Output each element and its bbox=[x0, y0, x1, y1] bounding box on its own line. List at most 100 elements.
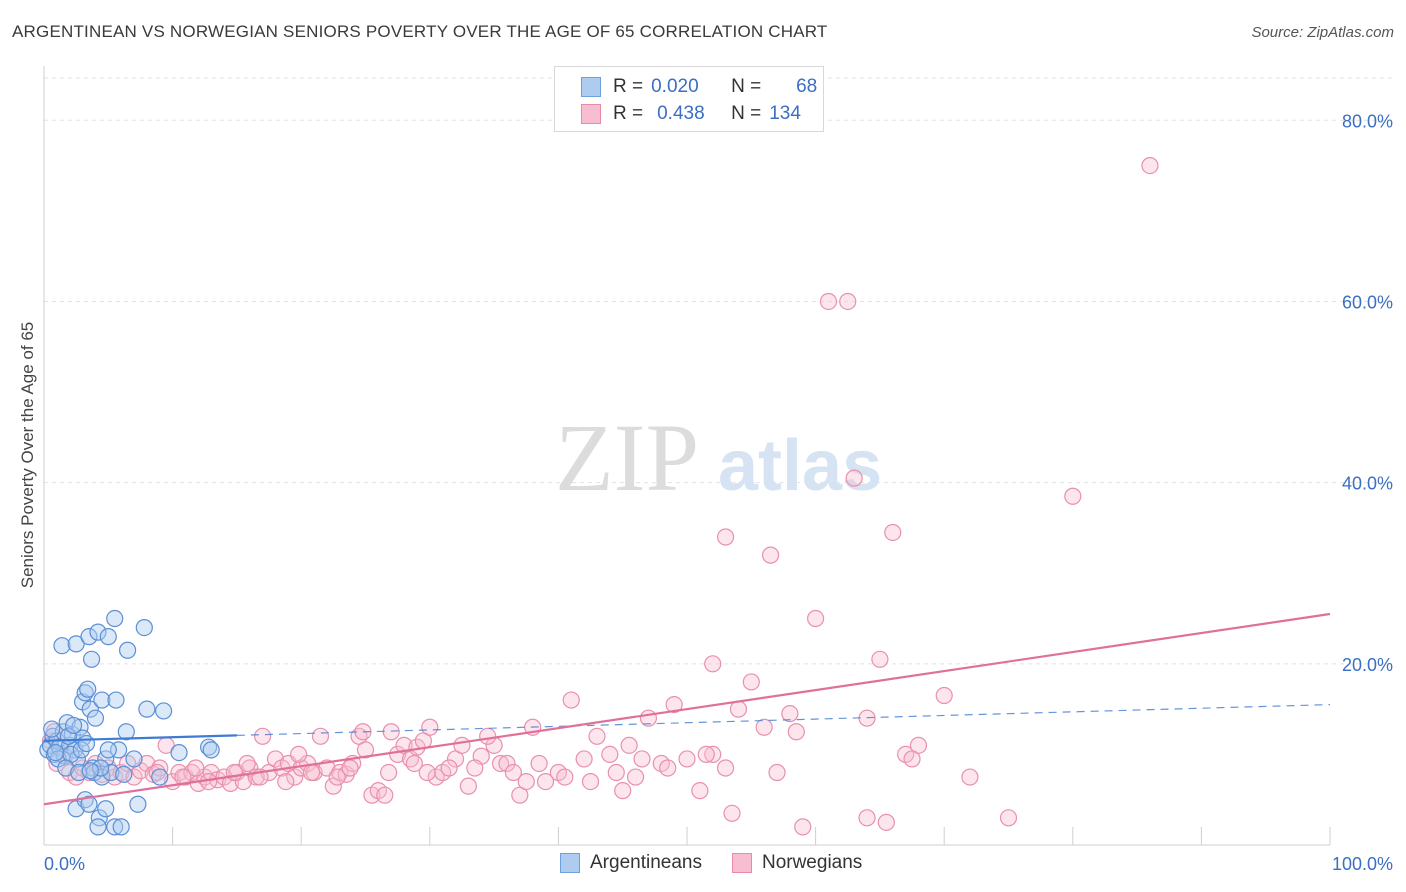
argentineans-point bbox=[64, 716, 83, 735]
legend-n-label: N = bbox=[731, 76, 762, 97]
legend-r-value: 0.020 bbox=[651, 76, 699, 97]
norwegians-point bbox=[1064, 487, 1082, 505]
chart-title: ARGENTINEAN VS NORWEGIAN SENIORS POVERTY… bbox=[12, 22, 828, 41]
legend-row-argentineans: R = 0.020 N = 68 bbox=[581, 75, 817, 99]
argentineans-point bbox=[89, 818, 107, 836]
norwegians-point bbox=[787, 723, 805, 741]
norwegians-point bbox=[704, 655, 722, 673]
norwegians-point bbox=[311, 727, 330, 745]
y-tick-label: 80.0% bbox=[1342, 111, 1393, 131]
norwegians-point bbox=[588, 727, 606, 745]
norwegians-point bbox=[601, 745, 619, 764]
norwegians-point bbox=[290, 745, 308, 764]
argentineans-point bbox=[107, 691, 125, 709]
argentineans-point bbox=[80, 628, 98, 646]
norwegians-point bbox=[491, 754, 510, 773]
norwegians-point bbox=[691, 782, 709, 800]
axes bbox=[43, 66, 1331, 846]
norwegians-point bbox=[459, 777, 477, 795]
norwegians-point bbox=[697, 745, 715, 764]
norwegians-point bbox=[151, 759, 169, 777]
bottom-legend-swatch-norwegians bbox=[731, 853, 752, 873]
norwegians-point bbox=[221, 774, 240, 793]
norwegians-point bbox=[626, 768, 645, 786]
argentineans-point bbox=[115, 765, 133, 783]
norwegians-point bbox=[729, 700, 748, 718]
norwegians-point bbox=[562, 691, 580, 709]
norwegians-point bbox=[755, 718, 773, 736]
argentineans-points bbox=[39, 609, 220, 836]
norwegians-point bbox=[607, 763, 625, 782]
norwegians-point bbox=[806, 609, 825, 628]
grid-lines bbox=[44, 77, 1392, 665]
norwegians-point bbox=[466, 759, 484, 777]
norwegians-point bbox=[328, 768, 346, 786]
argentineans-point bbox=[106, 818, 124, 836]
norwegians-point bbox=[302, 763, 321, 782]
norwegians-point bbox=[356, 741, 375, 759]
norwegians-point bbox=[536, 772, 555, 791]
x-tick-label: 0.0% bbox=[44, 854, 85, 874]
argentineans-point bbox=[77, 734, 96, 753]
norwegians-point bbox=[633, 750, 651, 768]
argentineans-point bbox=[118, 641, 137, 659]
norwegians-point bbox=[742, 673, 760, 691]
norwegians-point bbox=[498, 754, 516, 773]
norwegians-point bbox=[665, 695, 683, 714]
norwegians-point bbox=[768, 763, 786, 782]
norwegians-point bbox=[530, 754, 548, 773]
argentineans-point bbox=[79, 680, 97, 698]
norwegians-point bbox=[935, 686, 953, 705]
bottom-legend-label-argentineans: Argentineans bbox=[590, 852, 702, 873]
norwegians-point bbox=[999, 809, 1018, 827]
legend-r-value: 0.438 bbox=[657, 103, 705, 124]
norwegians-point bbox=[903, 750, 921, 768]
norwegians-point bbox=[479, 727, 497, 745]
norwegians-point bbox=[405, 754, 423, 773]
argentineans-point bbox=[82, 650, 101, 668]
norwegians-point bbox=[504, 763, 522, 782]
norwegians-point bbox=[961, 768, 979, 786]
bottom-legend-swatch-argentineans bbox=[560, 853, 580, 873]
legend-n-value: 134 bbox=[769, 103, 801, 124]
argentineans-point bbox=[67, 800, 85, 818]
norwegians-point bbox=[266, 750, 285, 768]
norwegians-point bbox=[678, 750, 696, 768]
argentineans-point bbox=[138, 700, 156, 718]
argentineans-point bbox=[93, 691, 111, 709]
argentineans-point bbox=[125, 750, 143, 768]
argentineans-point bbox=[71, 718, 89, 736]
argentineans-trend-line bbox=[43, 734, 237, 742]
bottom-legend: Argentineans Norwegians bbox=[560, 852, 862, 874]
norwegians-point bbox=[716, 528, 735, 546]
argentineans-point bbox=[89, 623, 107, 641]
norwegians-point bbox=[421, 718, 439, 736]
argentineans-point bbox=[129, 795, 147, 813]
norwegians-point bbox=[556, 768, 574, 786]
argentineans-point bbox=[81, 762, 99, 780]
norwegians-point bbox=[440, 759, 458, 777]
norwegians-point bbox=[761, 546, 780, 564]
norwegians-point bbox=[125, 768, 143, 786]
argentineans-point bbox=[57, 759, 75, 777]
norwegians-point bbox=[1141, 156, 1159, 175]
watermark-zip: ZIP bbox=[555, 404, 699, 511]
y-tick-label: 20.0% bbox=[1342, 655, 1393, 675]
legend-swatch-norwegians bbox=[581, 104, 601, 124]
norwegians-point bbox=[174, 768, 192, 786]
argentineans-point bbox=[106, 609, 124, 628]
legend-r-label: R = bbox=[613, 103, 644, 124]
argentineans-point bbox=[90, 809, 108, 827]
norwegians-point bbox=[187, 759, 205, 777]
x-tick-label: 100.0% bbox=[1332, 854, 1393, 874]
y-tick-label: 40.0% bbox=[1342, 474, 1393, 494]
norwegians-point bbox=[614, 782, 632, 800]
argentineans-point bbox=[102, 763, 120, 782]
norwegians-point bbox=[575, 750, 593, 768]
watermark: ZIP atlas bbox=[555, 404, 882, 511]
y-tick-label: 60.0% bbox=[1342, 292, 1393, 312]
norwegians-point bbox=[376, 786, 394, 804]
argentineans-point bbox=[200, 738, 218, 756]
tick-labels: 20.0% 40.0% 60.0% 80.0% 0.0% 100.0% bbox=[44, 111, 1393, 874]
